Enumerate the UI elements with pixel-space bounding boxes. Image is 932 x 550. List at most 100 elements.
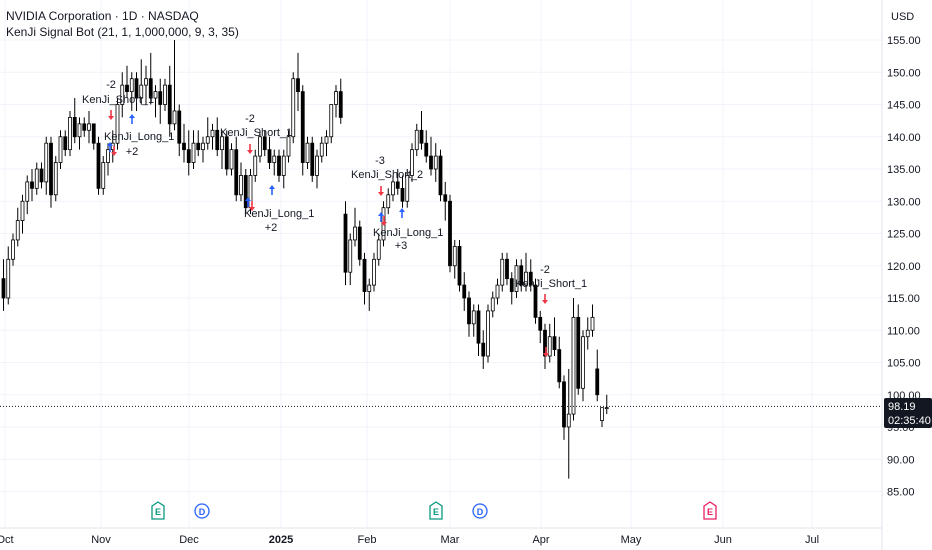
earnings-icon bbox=[429, 501, 443, 520]
signal-value: +2 bbox=[265, 222, 278, 234]
candle-body-up bbox=[405, 175, 410, 202]
candle bbox=[486, 304, 490, 363]
candle-body-up bbox=[220, 136, 224, 151]
candle bbox=[253, 149, 258, 182]
candle bbox=[77, 117, 82, 150]
candle bbox=[158, 78, 163, 124]
candle-body-up bbox=[334, 91, 338, 105]
candle bbox=[87, 110, 91, 144]
candle bbox=[334, 85, 338, 118]
candle-body-down bbox=[543, 329, 547, 357]
candle bbox=[134, 72, 139, 111]
candle-body-up bbox=[25, 181, 30, 202]
price-tick-label: 140.00 bbox=[887, 132, 921, 144]
candle-body-up bbox=[367, 284, 372, 292]
candle bbox=[172, 40, 177, 131]
candle-body-down bbox=[72, 117, 77, 138]
candle-body-up bbox=[471, 310, 476, 325]
candle-body-down bbox=[519, 265, 524, 286]
currency-label[interactable]: USD bbox=[891, 11, 914, 23]
candle bbox=[410, 143, 414, 182]
candle-body-down bbox=[438, 155, 443, 196]
time-axis[interactable]: Oct Nov Dec 2025 Feb Mar Apr May Jun Jul bbox=[0, 534, 819, 546]
price-label-box bbox=[884, 398, 932, 428]
candle bbox=[191, 130, 196, 169]
candle-body-up bbox=[410, 149, 414, 176]
candle-body-up bbox=[210, 129, 215, 138]
candle bbox=[438, 149, 443, 202]
candle-body-down bbox=[96, 142, 101, 189]
candle bbox=[319, 136, 324, 163]
short-signal: KenJi_Short_1 -2 bbox=[82, 79, 154, 124]
candle-body-down bbox=[505, 258, 509, 280]
candle-body-up bbox=[286, 136, 291, 157]
candle bbox=[538, 310, 543, 344]
time-tick-label: Dec bbox=[179, 534, 199, 546]
candle bbox=[144, 65, 148, 105]
candle-body-down bbox=[30, 181, 34, 189]
candle bbox=[34, 162, 39, 195]
candle-body-down bbox=[196, 142, 201, 151]
earnings-badge[interactable]: E bbox=[429, 501, 443, 520]
signal-value: -3 bbox=[375, 155, 385, 167]
short-signal: KenJi_Short_2 -3 bbox=[351, 155, 423, 218]
candle-body-down bbox=[215, 129, 220, 151]
buy-arrow-icon bbox=[129, 114, 135, 124]
candle bbox=[476, 304, 481, 357]
candle-body-up bbox=[315, 155, 319, 176]
candle-body-down bbox=[429, 155, 433, 170]
candle-body-up bbox=[201, 142, 205, 151]
candle-body-up bbox=[191, 142, 196, 163]
candle-body-down bbox=[310, 142, 315, 176]
candle-body-up bbox=[524, 271, 528, 286]
candle-body-down bbox=[243, 175, 248, 209]
candle bbox=[20, 194, 25, 234]
candle bbox=[495, 278, 500, 305]
short-signal: KenJi_Short_1 -2 bbox=[515, 264, 587, 357]
candle bbox=[82, 117, 87, 137]
candle bbox=[6, 246, 11, 305]
candle-body-down bbox=[419, 129, 424, 144]
candle bbox=[433, 143, 438, 182]
candle bbox=[224, 130, 229, 176]
candle-body-up bbox=[120, 84, 125, 105]
candle bbox=[115, 98, 120, 150]
indicator-legend[interactable]: KenJi Signal Bot (21, 1, 1,000,000, 9, 3… bbox=[6, 25, 239, 39]
candle-body-down bbox=[134, 78, 139, 99]
candle bbox=[604, 394, 609, 415]
time-tick-label: Oct bbox=[0, 534, 14, 546]
candle-body-down bbox=[63, 136, 68, 151]
dividend-badge[interactable]: D bbox=[194, 503, 210, 519]
signal-label: KenJi_Short_2 bbox=[351, 169, 423, 181]
candle bbox=[500, 252, 505, 292]
candle-body-up bbox=[139, 84, 144, 99]
symbol-title[interactable]: NVIDIA Corporation · 1D · NASDAQ bbox=[6, 9, 199, 23]
candles-layer bbox=[1, 40, 609, 479]
signal-label: KenJi_Long_1 bbox=[373, 227, 443, 239]
candle bbox=[372, 252, 376, 292]
earnings-badge[interactable]: E bbox=[703, 501, 717, 520]
candle-body-up bbox=[372, 258, 376, 286]
candle bbox=[490, 291, 495, 318]
sell-arrow-icon bbox=[543, 347, 549, 357]
candle-body-down bbox=[357, 226, 362, 260]
candle bbox=[519, 259, 524, 292]
signals-layer: KenJi_Short_1 -2 KenJi_Long_1 +2 KenJi_Short… bbox=[82, 79, 587, 357]
buy-arrow-icon bbox=[399, 208, 405, 218]
candle-body-down bbox=[362, 258, 367, 292]
candle-body-down bbox=[338, 91, 343, 118]
dividend-badge[interactable]: D bbox=[472, 503, 488, 519]
candle-body-up bbox=[305, 142, 310, 163]
candle bbox=[400, 175, 405, 208]
candle bbox=[148, 52, 153, 105]
candle-body-down bbox=[343, 213, 348, 273]
earnings-badge[interactable]: E bbox=[151, 501, 165, 520]
candle bbox=[153, 85, 158, 118]
sell-arrow-icon bbox=[111, 146, 117, 156]
candle bbox=[267, 136, 272, 169]
candle bbox=[205, 117, 210, 150]
candle bbox=[585, 317, 590, 350]
candle-body-down bbox=[424, 142, 429, 157]
candle-body-up bbox=[58, 136, 63, 163]
